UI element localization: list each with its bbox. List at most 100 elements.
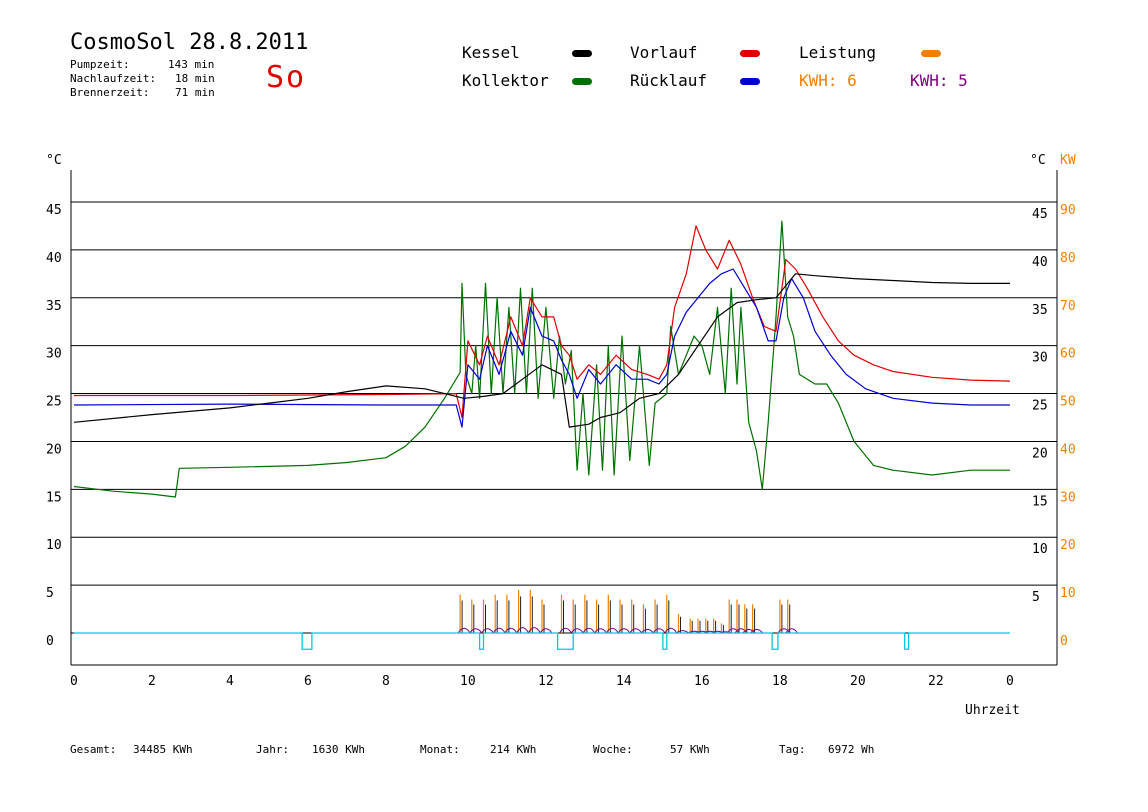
y-tick-label-right-temp: 30 <box>1032 351 1048 366</box>
power-kwh-curve <box>641 628 654 634</box>
power-kwh-curve <box>594 628 608 634</box>
y-tick-label-right-temp: 20 <box>1032 446 1048 461</box>
legend-ruecklauf-label: Rücklauf <box>630 71 708 90</box>
x-tick-label: 22 <box>928 674 944 689</box>
y-tick-label-right-temp: 25 <box>1032 399 1048 414</box>
y-tick-label-right-temp: 35 <box>1032 303 1048 318</box>
power-kwh-curve <box>539 628 553 634</box>
power-kwh-curve <box>527 627 541 634</box>
stat-brennerzeit-label: Brennerzeit: <box>70 86 150 99</box>
power-kwh-curve <box>457 627 471 634</box>
x-tick-label: 18 <box>772 674 788 689</box>
y-tick-label-right-temp: 10 <box>1032 542 1048 557</box>
footer-gesamt-value: 34485 KWh <box>133 743 193 756</box>
footer-monat-label: Monat: <box>420 743 460 756</box>
y-tick-label-right-temp: 45 <box>1032 207 1048 222</box>
series-kessel <box>73 273 1010 428</box>
y-tick-label-left: 15 <box>46 490 62 505</box>
footer-tag-value: 6972 Wh <box>828 743 875 756</box>
x-tick-label: 8 <box>382 674 390 689</box>
y-tick-label-left: 20 <box>46 442 62 457</box>
axis-layer: 4540353025201510504540353025201510590807… <box>46 153 1076 718</box>
y-tick-label-right-kw: 50 <box>1060 395 1076 410</box>
power-kwh-curve <box>559 627 572 634</box>
y-tick-label-left: 40 <box>46 251 62 266</box>
page-title: CosmoSol 28.8.2011 <box>70 30 309 55</box>
x-tick-label: 12 <box>538 674 554 689</box>
y-tick-label-right-kw: 20 <box>1060 538 1076 553</box>
legend-leistung-swatch <box>921 50 941 57</box>
power-kwh-curve <box>492 627 506 634</box>
x-tick-label: 6 <box>304 674 312 689</box>
legend-leistung-label: Leistung <box>799 43 877 62</box>
power-kwh-curve <box>742 628 756 634</box>
power-kwh-curve <box>504 627 518 634</box>
y-axis-unit-right-temp: °C <box>1030 153 1046 168</box>
series-kollektor <box>73 220 1010 498</box>
power-kwh-curve <box>582 627 596 634</box>
x-tick-label: 20 <box>850 674 866 689</box>
y-tick-label-right-kw: 80 <box>1060 251 1076 266</box>
power-kwh-curve <box>726 628 740 634</box>
legend-ruecklauf-swatch <box>740 78 760 85</box>
footer-woche-label: Woche: <box>593 743 633 756</box>
footer-tag-label: Tag: <box>779 743 806 756</box>
legend-kwh-purple: KWH: 5 <box>910 71 968 90</box>
grid-layer <box>70 170 1058 666</box>
legend-kessel-swatch <box>572 50 592 57</box>
y-tick-label-right-kw: 0 <box>1060 634 1068 649</box>
y-tick-label-right-temp: 15 <box>1032 494 1048 509</box>
power-kwh-curve <box>664 627 678 634</box>
footer-jahr-value: 1630 KWh <box>312 743 365 756</box>
y-tick-label-right-kw: 70 <box>1060 299 1076 314</box>
power-kwh-curve <box>617 628 631 634</box>
x-tick-label: 4 <box>226 674 234 689</box>
y-tick-label-left: 30 <box>46 347 62 362</box>
legend-kwh-orange: KWH: 6 <box>799 71 857 90</box>
power-kwh-curve <box>777 628 791 634</box>
stat-brennerzeit-value: 71 min <box>175 86 215 99</box>
legend-kessel-label: Kessel <box>462 43 520 62</box>
y-tick-label-right-temp: 5 <box>1032 590 1040 605</box>
legend-kollektor-label: Kollektor <box>462 71 549 90</box>
y-tick-label-left: 25 <box>46 395 62 410</box>
stat-nachlaufzeit-value: 18 min <box>175 72 215 85</box>
y-tick-label-left: 10 <box>46 538 62 553</box>
stat-pumpzeit-label: Pumpzeit: <box>70 58 130 71</box>
power-kwh-curve <box>734 628 748 634</box>
x-tick-label: 14 <box>616 674 632 689</box>
x-tick-label: 0 <box>70 674 78 689</box>
legend-vorlauf-label: Vorlauf <box>630 43 698 62</box>
series-layer <box>73 220 1011 498</box>
x-tick-label: 10 <box>460 674 476 689</box>
footer-monat-value: 214 KWh <box>490 743 537 756</box>
y-tick-label-right-kw: 30 <box>1060 490 1076 505</box>
pump-status-line <box>74 632 1010 650</box>
legend-vorlauf-swatch <box>740 50 760 57</box>
y-tick-label-right-temp: 40 <box>1032 255 1048 270</box>
power-kwh-curve <box>629 628 643 634</box>
power-kwh-curve <box>676 630 689 634</box>
y-tick-label-left: 0 <box>46 634 54 649</box>
stat-nachlaufzeit-label: Nachlaufzeit: <box>70 72 157 85</box>
power-kwh-curve <box>570 628 584 634</box>
power-kwh-curve <box>785 628 799 634</box>
x-tick-label: 0 <box>1006 674 1014 689</box>
pump-layer <box>74 632 1010 650</box>
footer-gesamt-label: Gesamt: <box>70 743 117 756</box>
y-tick-label-left: 45 <box>46 203 62 218</box>
y-tick-label-left: 5 <box>46 586 54 601</box>
power-kwh-curve <box>652 628 666 634</box>
footer-jahr-label: Jahr: <box>256 743 290 756</box>
y-tick-label-right-kw: 60 <box>1060 347 1076 362</box>
y-tick-label-right-kw: 10 <box>1060 586 1076 601</box>
power-kwh-curve <box>469 628 483 634</box>
series-vorlauf <box>74 225 1011 419</box>
series-ruecklauf <box>73 268 1010 428</box>
power-kwh-curve <box>605 627 619 634</box>
footer-woche-value: 57 KWh <box>670 743 710 756</box>
power-kwh-curve <box>516 627 530 634</box>
stat-pumpzeit-value: 143 min <box>168 58 215 71</box>
x-tick-label: 2 <box>148 674 156 689</box>
